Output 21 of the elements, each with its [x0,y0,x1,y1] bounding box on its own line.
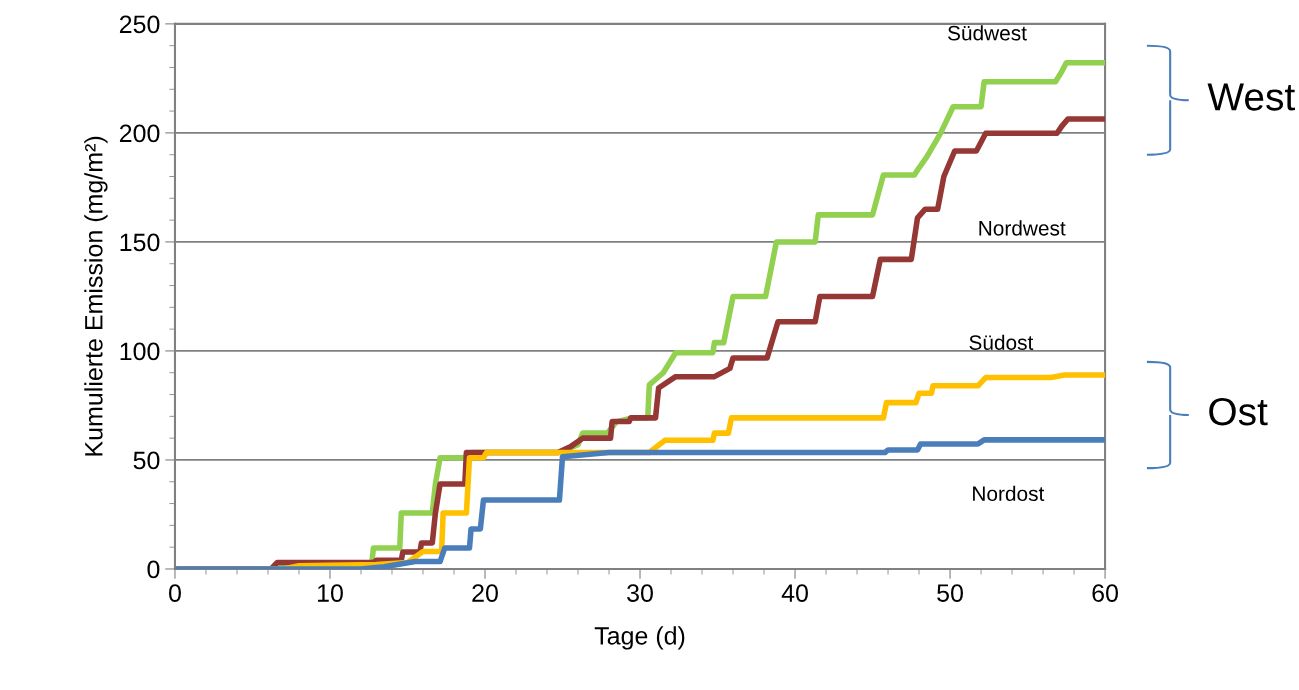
x-axis-title: Tage (d) [594,626,685,650]
x-tick-label: 40 [781,584,808,602]
x-tick-label: 60 [1092,584,1118,602]
y-tick-label: 50 [133,451,160,470]
x-tick-label: 30 [627,584,653,602]
x-tick-label: 20 [472,584,498,602]
x-tick-label: 0 [169,584,181,602]
y-tick-label: 100 [120,342,160,361]
y-axis-title: Kumulierte Emission (mg/m²) [84,136,108,456]
y-tick-label: 250 [119,15,160,34]
series-label: Südost [969,334,1034,350]
text: Ost [1209,397,1268,426]
text: West [1207,83,1295,111]
y-tick-label: 200 [119,124,160,143]
text: Nordost [973,485,1045,502]
y-tick-label: 150 [120,233,160,252]
text: Nordwest [979,220,1066,236]
x-tick-label: 10 [317,584,343,602]
y-tick-label: 0 [147,560,160,579]
x-tick-label: 50 [937,584,963,602]
series-label: Südwest [948,25,1027,41]
